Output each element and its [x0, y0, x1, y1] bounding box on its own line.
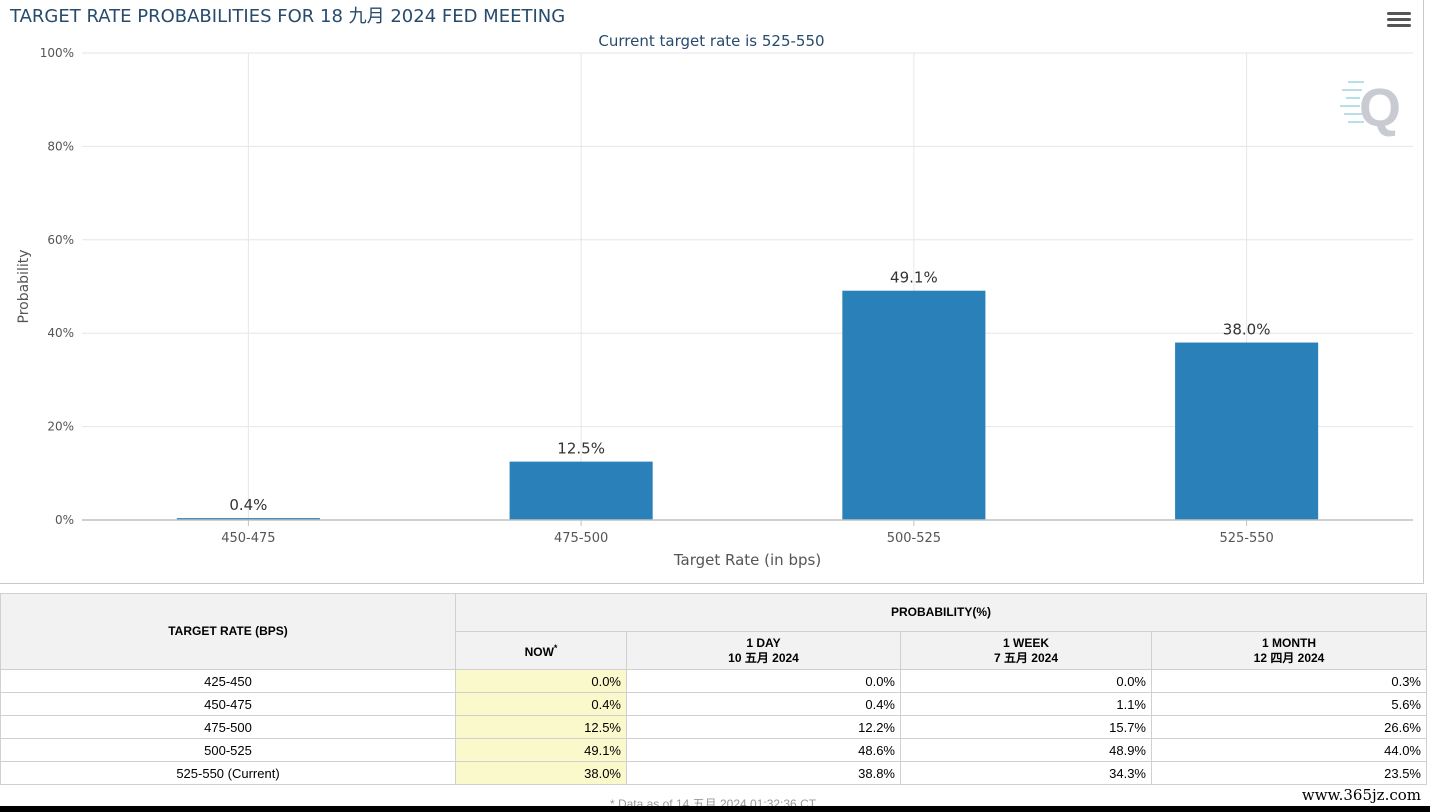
bar-chart: Q 0.4% 12.5% 49.1% 38.0% 0% 20% 40% 60% 80% 100%… [16, 46, 1413, 569]
column-1-day-date: 10 五月 2024 [728, 650, 799, 665]
y-tick-label: 60% [47, 233, 74, 247]
column-1-week-label: 1 WEEK [1002, 635, 1049, 650]
y-tick-label: 20% [47, 420, 74, 434]
column-header-1-day: 1 DAY 10 五月 2024 [626, 631, 901, 670]
x-axis-title: Target Rate (in bps) [673, 551, 821, 569]
table-row: 450-475 0.4% 0.4% 1.1% 5.6% [0, 692, 1427, 716]
rate-cell: 475-500 [0, 715, 456, 739]
data-label: 38.0% [1223, 321, 1271, 339]
column-1-month-date: 12 四月 2024 [1253, 650, 1325, 665]
bar [509, 461, 653, 520]
now-cell: 38.0% [455, 761, 627, 785]
table-row: 500-525 49.1% 48.6% 48.9% 44.0% [0, 738, 1427, 762]
now-cell: 0.0% [455, 669, 627, 693]
y-tick-label: 0% [55, 513, 74, 527]
bottom-bar [0, 806, 1430, 812]
column-header-now: NOW* [455, 631, 627, 670]
y-tick-label: 40% [47, 326, 74, 340]
now-cell: 0.4% [455, 692, 627, 716]
one-day-cell: 0.0% [626, 669, 901, 693]
column-1-day-label: 1 DAY [746, 635, 781, 650]
chart-subtitle: Current target rate is 525-550 [598, 32, 825, 50]
rate-cell: 525-550 (Current) [0, 761, 456, 785]
quikstrike-q-logo: Q [1340, 78, 1401, 138]
x-tick-label: 450-475 [221, 531, 275, 546]
probability-header: PROBABILITY(%) [455, 593, 1427, 632]
x-tick-label: 475-500 [554, 531, 608, 546]
data-label: 49.1% [890, 269, 938, 287]
y-tick-label: 80% [47, 139, 74, 153]
one-week-cell: 48.9% [900, 738, 1152, 762]
column-header-1-month: 1 MONTH 12 四月 2024 [1151, 631, 1427, 670]
x-tick-label: 500-525 [887, 531, 941, 546]
one-day-cell: 38.8% [626, 761, 901, 785]
probability-table: TARGET RATE (BPS) PROBABILITY(%) NOW* 1 … [0, 593, 1427, 785]
table-row: 525-550 (Current) 38.0% 38.8% 34.3% 23.5… [0, 761, 1427, 785]
watermark: www.365jz.com [1298, 786, 1424, 804]
one-week-cell: 0.0% [900, 669, 1152, 693]
now-footnote-marker: * [553, 643, 558, 653]
one-month-cell: 23.5% [1151, 761, 1427, 785]
one-day-cell: 48.6% [626, 738, 901, 762]
one-week-cell: 15.7% [900, 715, 1152, 739]
rate-cell: 450-475 [0, 692, 456, 716]
bar [176, 518, 320, 520]
one-week-cell: 34.3% [900, 761, 1152, 785]
chart-panel: TARGET RATE PROBABILITIES FOR 18 九月 2024… [0, 0, 1424, 584]
chart-title: TARGET RATE PROBABILITIES FOR 18 九月 2024… [10, 6, 566, 27]
column-1-week-date: 7 五月 2024 [993, 650, 1059, 665]
svg-text:Q: Q [1359, 78, 1401, 138]
now-cell: 12.5% [455, 715, 627, 739]
column-now-label: NOW [524, 645, 554, 659]
data-label: 0.4% [229, 496, 267, 514]
one-day-cell: 0.4% [626, 692, 901, 716]
column-header-1-week: 1 WEEK 7 五月 2024 [900, 631, 1152, 670]
y-axis-title: Probability [16, 249, 32, 323]
x-tick-label: 525-550 [1219, 531, 1273, 546]
y-tick-label: 100% [40, 46, 74, 60]
one-day-cell: 12.2% [626, 715, 901, 739]
one-month-cell: 0.3% [1151, 669, 1427, 693]
one-month-cell: 26.6% [1151, 715, 1427, 739]
table-row: 475-500 12.5% 12.2% 15.7% 26.6% [0, 715, 1427, 739]
target-rate-header: TARGET RATE (BPS) [0, 593, 456, 670]
one-month-cell: 5.6% [1151, 692, 1427, 716]
data-label: 12.5% [557, 440, 605, 458]
hamburger-menu-icon[interactable] [1387, 12, 1411, 32]
one-week-cell: 1.1% [900, 692, 1152, 716]
rate-cell: 425-450 [0, 669, 456, 693]
table-row: 425-450 0.0% 0.0% 0.0% 0.3% [0, 669, 1427, 693]
rate-cell: 500-525 [0, 738, 456, 762]
one-month-cell: 44.0% [1151, 738, 1427, 762]
now-cell: 49.1% [455, 738, 627, 762]
column-1-month-label: 1 MONTH [1262, 635, 1316, 650]
bar [1175, 342, 1319, 520]
bar [842, 290, 986, 520]
